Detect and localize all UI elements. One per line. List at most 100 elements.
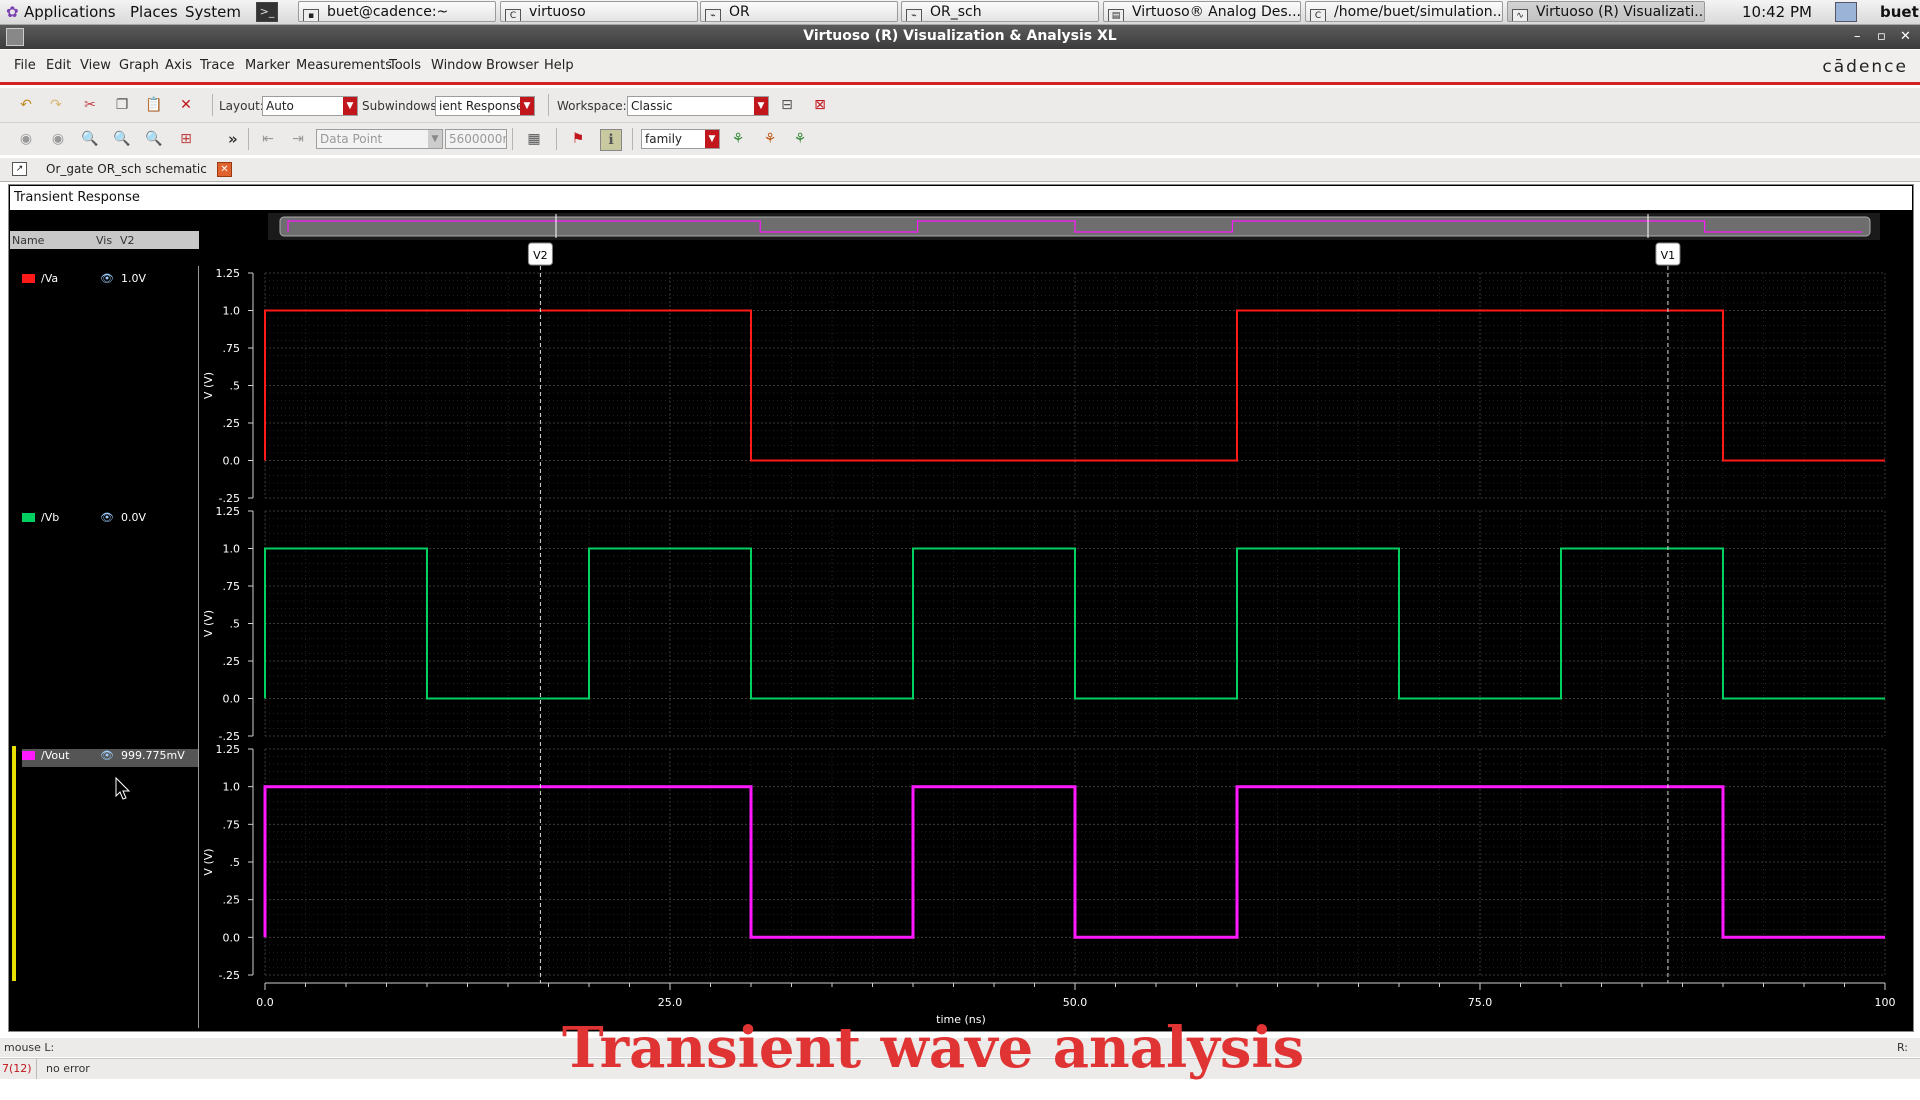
zoom-fit-icon[interactable]: ◉ [51,131,65,147]
taskbar-item-analog-design[interactable]: ▤ Virtuoso® Analog Des... [1103,1,1301,22]
y-tick-label: -.25 [219,730,240,743]
toolbar-overflow-button[interactable]: » [228,130,238,148]
next-point-icon[interactable]: ⇥ [292,131,304,147]
places-menu[interactable]: Places [130,3,178,21]
family-merge-icon[interactable]: ⚘ [763,131,777,147]
window-titlebar[interactable]: Virtuoso (R) Visualization & Analysis XL… [0,25,1920,49]
toolbar-separator [556,128,557,150]
zoom-in-icon[interactable]: 🔍 [81,131,99,147]
window-menu-icon[interactable] [6,28,24,46]
mouse-pointer-icon [115,776,131,800]
menu-help[interactable]: Help [544,58,574,73]
menu-edit[interactable]: Edit [46,58,72,73]
user-name[interactable]: buet [1880,3,1919,21]
command-counter: 7(12) [2,1062,32,1075]
visibility-eye-icon[interactable]: 👁 [100,272,114,285]
close-window-icon[interactable]: ✕ [1900,29,1911,44]
minimize-icon[interactable]: – [1854,29,1861,44]
workspace-select[interactable]: Classic ▼ [627,96,769,116]
menu-file[interactable]: File [14,58,36,73]
gnome-foot-icon[interactable]: ✿ [6,3,19,21]
network-icon[interactable] [1835,2,1857,22]
toolbar-separator [512,128,513,150]
datapoint-select[interactable]: Data Point ▼ [316,129,443,149]
copy-icon[interactable]: ❐ [115,97,129,113]
delete-workspace-icon[interactable]: ⊠ [814,97,826,113]
layout-label: Layout: [219,99,264,113]
tab-or-gate-schematic[interactable]: Or_gate OR_sch schematic [46,162,207,176]
menu-browser[interactable]: Browser [486,58,539,73]
menu-measurements[interactable]: Measurements [296,58,393,73]
menu-view[interactable]: View [80,58,111,73]
y-tick-label: 0.0 [223,455,241,468]
taskbar-item-or-sch[interactable]: ⌁ OR_sch [901,1,1099,22]
visibility-eye-icon[interactable]: 👁 [100,749,114,762]
paste-icon[interactable]: 📋 [145,97,163,113]
y-tick-label: .5 [230,618,241,631]
family-select[interactable]: family ▼ [641,129,720,149]
pan-icon[interactable]: ◉ [19,131,33,147]
menu-axis[interactable]: Axis [165,58,192,73]
toolbar-separator [212,94,213,116]
chevron-down-icon: ▼ [705,130,719,148]
y-tick-label: 0.0 [223,931,241,944]
caption-overlay: Transient wave analysis [562,1015,1305,1081]
subwindow-title: Transient Response [10,186,1912,210]
y-tick-label: .75 [223,818,241,831]
info-icon[interactable]: ℹ [600,129,622,151]
trace-vb [264,547,1885,700]
clock[interactable]: 10:42 PM [1742,3,1812,21]
y-tick-label: .5 [230,856,241,869]
table-icon[interactable]: ▦ [527,131,541,147]
previous-point-icon[interactable]: ⇤ [262,131,274,147]
y-tick-label: 1.0 [223,781,241,794]
marker-flag-v2 [527,242,553,266]
taskbar-item-or[interactable]: ⌁ OR [700,1,898,22]
save-workspace-icon[interactable]: ⊟ [781,97,793,113]
applications-menu[interactable]: Applications [24,3,116,21]
top-panel: ✿ Applications Places System >_ ▪ buet@ca… [0,0,1920,25]
zoom-out-icon[interactable]: 🔍 [113,131,131,147]
delete-icon[interactable]: ✕ [180,97,192,113]
terminal-launcher-icon[interactable]: >_ [256,2,278,22]
cut-icon[interactable]: ✂ [84,97,96,113]
system-menu[interactable]: System [185,3,241,21]
redo-icon[interactable]: ↷ [50,97,62,113]
marker-flag-icon[interactable]: ⚑ [571,131,585,147]
trace-color-swatch [22,751,35,760]
x-axis-label: time (ns) [936,1013,986,1026]
layout-select[interactable]: Auto ▼ [262,96,358,116]
y-tick-label: 1.25 [216,505,241,518]
undo-icon[interactable]: ↶ [20,97,32,113]
maximize-icon[interactable]: ▫ [1877,29,1886,44]
taskbar-item-terminal[interactable]: ▪ buet@cadence:~ [298,1,496,22]
x-tick-label: 0.0 [256,996,274,1009]
subwindows-select[interactable]: ient Response ▼ [435,96,535,116]
taskbar-item-simulation-path[interactable]: C/home/buet/simulation... [1305,1,1503,22]
y-tick-label: 1.25 [216,743,241,756]
visibility-eye-icon[interactable]: 👁 [100,511,114,524]
menu-window[interactable]: Window [431,58,483,73]
chevron-down-icon: ▼ [520,97,534,115]
legend-entry-va[interactable]: /Va 👁 1.0V [22,272,146,290]
zoom-region-icon[interactable]: 🔍 [145,131,163,147]
taskbar-item-visualization[interactable]: ∿ Virtuoso (R) Visualizati... [1507,1,1705,22]
zoom-box-icon[interactable]: ⊞ [180,131,192,147]
family-stack-icon[interactable]: ⚘ [793,131,807,147]
legend-entry-vb[interactable]: /Vb 👁 0.0V [22,511,146,529]
datapoint-value-field[interactable]: 5600000n [445,129,507,149]
menu-trace[interactable]: Trace [200,58,235,73]
menu-marker[interactable]: Marker [245,58,290,73]
toolbar-separator [248,128,249,150]
waveform-icon: ∿ [1512,9,1528,21]
menu-tools[interactable]: Tools [389,58,422,73]
close-tab-icon[interactable]: ✕ [217,162,232,177]
menu-graph[interactable]: Graph [119,58,159,73]
legend-marker-value: 0.0V [121,511,147,524]
family-split-icon[interactable]: ⚘ [731,131,745,147]
legend-entry-vout[interactable]: /Vout 👁 999.775mV [22,749,198,767]
window-icon: ▪ [303,9,319,21]
x-tick-label: 25.0 [658,996,683,1009]
